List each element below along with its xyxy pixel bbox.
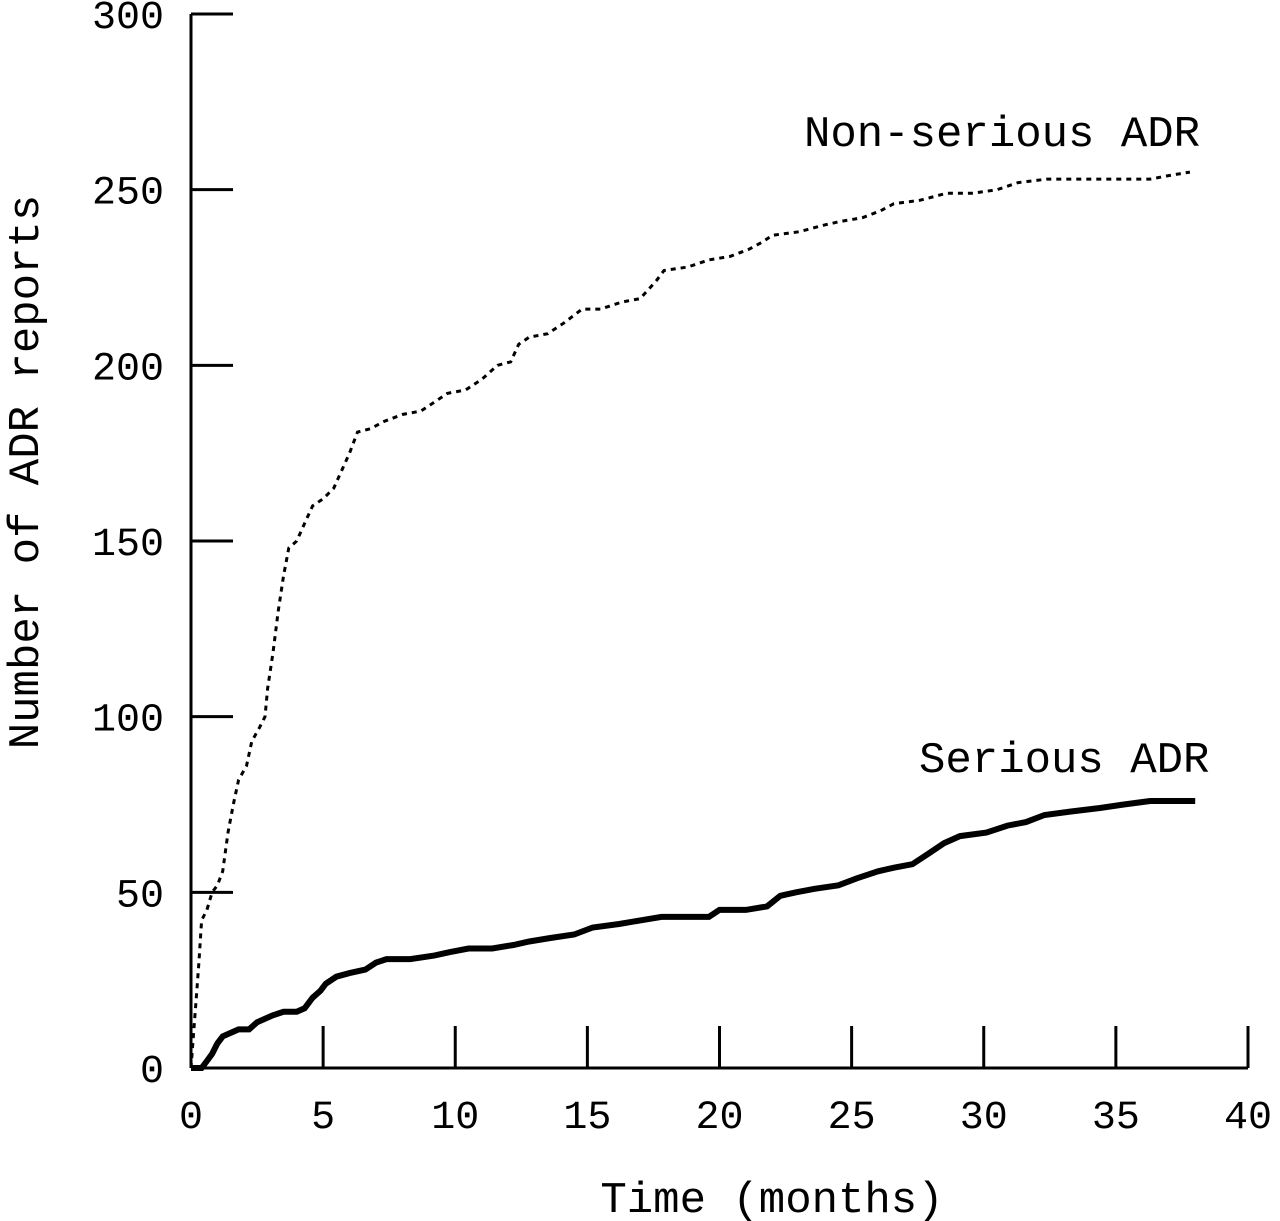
x-tick-label-15: 15 bbox=[563, 1096, 611, 1141]
series-label-non-serious-adr: Non-serious ADR bbox=[804, 110, 1200, 160]
x-tick-label-25: 25 bbox=[828, 1096, 876, 1141]
y-tick-label-50: 50 bbox=[116, 874, 164, 919]
y-tick-label-200: 200 bbox=[92, 347, 164, 392]
y-tick-label-100: 100 bbox=[92, 699, 164, 744]
axes: 0 50 100 150 200 250 300 0 5 10 15 20 25 30 35 40 bbox=[92, 0, 1272, 1141]
x-tick-label-10: 10 bbox=[431, 1096, 479, 1141]
x-tick-label-40: 40 bbox=[1224, 1096, 1272, 1141]
series-label-serious-adr: Serious ADR bbox=[919, 736, 1209, 786]
y-tick-label-300: 300 bbox=[92, 0, 164, 41]
x-tick-label-5: 5 bbox=[311, 1096, 335, 1141]
y-tick-label-150: 150 bbox=[92, 523, 164, 568]
series-line-non-serious-adr bbox=[189, 170, 1191, 1069]
series-layer bbox=[189, 170, 1196, 1071]
x-axis-title: Time (months) bbox=[600, 1176, 943, 1221]
x-tick-label-20: 20 bbox=[695, 1096, 743, 1141]
x-tick-label-30: 30 bbox=[960, 1096, 1008, 1141]
series-line-serious-adr bbox=[191, 798, 1196, 1071]
y-axis-title: Number of ADR reports bbox=[2, 195, 52, 750]
x-tick-label-0: 0 bbox=[179, 1096, 203, 1141]
y-ticks: 0 50 100 150 200 250 300 bbox=[92, 0, 233, 1095]
x-ticks: 0 5 10 15 20 25 30 35 40 bbox=[179, 1026, 1272, 1141]
y-tick-label-250: 250 bbox=[92, 172, 164, 217]
y-tick-label-0: 0 bbox=[140, 1050, 164, 1095]
x-tick-label-35: 35 bbox=[1092, 1096, 1140, 1141]
